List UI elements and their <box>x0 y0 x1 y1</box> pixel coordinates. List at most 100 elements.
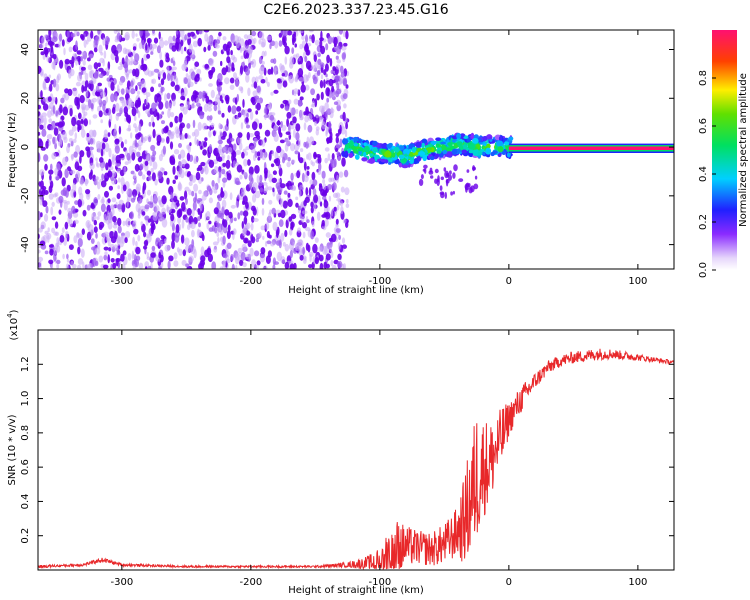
noise-blob <box>345 30 349 40</box>
noise-blob <box>61 177 66 187</box>
noise-blob <box>295 132 300 141</box>
noise-blob <box>137 156 143 163</box>
noise-blob <box>101 173 105 181</box>
noise-blob <box>71 153 74 161</box>
noise-blob <box>84 72 89 81</box>
noise-blob <box>134 68 140 78</box>
noise-blob <box>187 135 192 139</box>
x-tick-label: -300 <box>111 276 134 287</box>
noise-blob <box>170 192 174 202</box>
noise-blob <box>237 112 242 118</box>
noise-blob <box>97 30 101 35</box>
noise-blob <box>252 207 257 216</box>
noise-blob <box>276 120 281 126</box>
noise-blob <box>337 242 341 251</box>
noise-blob <box>340 72 345 78</box>
noise-blob <box>114 145 120 154</box>
noise-blob <box>69 107 73 117</box>
signal-blob <box>444 191 447 200</box>
noise-blob <box>226 230 231 240</box>
noise-blob <box>224 77 230 85</box>
noise-blob <box>314 39 320 46</box>
noise-blob <box>141 87 147 93</box>
noise-blob <box>49 83 53 92</box>
noise-blob <box>80 118 84 124</box>
noise-blob <box>44 42 48 48</box>
noise-blob <box>173 149 180 155</box>
noise-blob <box>336 59 342 64</box>
noise-blob <box>258 181 263 187</box>
noise-blob <box>100 180 107 188</box>
noise-blob <box>331 79 336 84</box>
noise-blob <box>120 176 125 187</box>
noise-blob <box>117 217 122 227</box>
noise-blob <box>286 161 291 168</box>
noise-blob <box>82 209 87 217</box>
noise-blob <box>292 37 296 42</box>
noise-blob <box>115 30 121 33</box>
snr-panel: -300 -200 -100 0 100 0.2 0.4 0.6 0.8 1.0 1.2 Heigh… <box>6 309 675 596</box>
noise-blob <box>194 192 198 202</box>
noise-blob <box>114 38 120 43</box>
noise-blob <box>339 200 344 207</box>
signal-blob <box>508 136 514 141</box>
noise-blob <box>175 30 179 35</box>
noise-blob <box>279 149 285 158</box>
noise-blob <box>285 131 291 135</box>
noise-blob <box>120 88 125 95</box>
signal-blob <box>380 158 386 163</box>
noise-blob <box>250 222 254 231</box>
noise-blob <box>319 262 324 269</box>
noise-blob <box>272 58 277 65</box>
noise-blob <box>97 82 102 87</box>
noise-blob <box>48 259 54 265</box>
noise-blob <box>217 237 220 244</box>
noise-blob <box>74 219 79 224</box>
noise-blob <box>77 258 84 265</box>
noise-blob <box>305 106 309 115</box>
noise-blob <box>149 159 153 167</box>
noise-blob <box>317 52 321 58</box>
noise-blob <box>135 133 141 140</box>
noise-blob <box>80 56 84 62</box>
noise-blob <box>248 181 253 189</box>
noise-blob <box>160 78 165 86</box>
noise-blob <box>327 88 330 97</box>
noise-blob <box>322 179 326 184</box>
noise-blob <box>158 83 162 88</box>
noise-blob <box>150 144 156 152</box>
noise-blob <box>94 90 101 97</box>
noise-blob <box>274 67 277 76</box>
noise-blob <box>148 121 152 127</box>
noise-blob <box>258 31 265 41</box>
signal-blob <box>496 140 504 147</box>
noise-blob <box>77 237 83 248</box>
noise-blob <box>76 232 80 237</box>
colorbar-ticks: 0.0 0.2 0.4 0.6 0.8 <box>698 70 716 278</box>
noise-blob <box>295 123 301 132</box>
noise-blob <box>308 30 314 33</box>
signal-blob <box>474 175 478 180</box>
noise-blob <box>118 80 124 86</box>
noise-blob <box>110 236 117 244</box>
noise-blob <box>167 130 172 137</box>
noise-blob <box>203 165 207 172</box>
noise-blob <box>180 46 184 55</box>
noise-blob <box>150 252 156 258</box>
noise-blob <box>247 87 251 97</box>
noise-blob <box>74 30 78 37</box>
noise-blob <box>305 187 309 196</box>
noise-blob <box>159 51 163 60</box>
noise-blob <box>235 200 240 209</box>
noise-blob <box>91 97 98 103</box>
noise-blob <box>101 142 106 150</box>
noise-blob <box>197 216 201 222</box>
noise-blob <box>163 238 167 244</box>
noise-blob <box>258 232 262 239</box>
noise-blob <box>150 70 155 76</box>
noise-blob <box>212 130 216 137</box>
noise-blob <box>184 186 190 192</box>
noise-blob <box>219 266 224 269</box>
noise-blob <box>333 36 338 46</box>
spectrogram-y-label: Frequency (Hz) <box>7 112 18 188</box>
